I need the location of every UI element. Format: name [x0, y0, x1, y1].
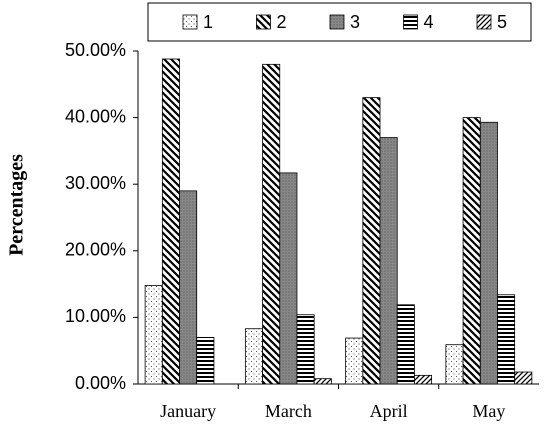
bar	[161, 58, 180, 385]
bar	[179, 190, 198, 385]
bar	[244, 328, 263, 385]
legend-label: 1	[203, 12, 213, 32]
legend-swatch	[403, 14, 418, 30]
legend-label: 4	[424, 12, 434, 32]
y-axis-label: Percentages	[6, 154, 28, 256]
bar	[414, 374, 433, 385]
legend-swatch	[329, 14, 345, 30]
y-tick-label: 20.00%	[65, 240, 126, 260]
legend-label: 2	[277, 12, 287, 32]
bar	[445, 344, 464, 385]
bar	[462, 117, 481, 385]
bar	[345, 337, 364, 385]
y-tick-label: 10.00%	[65, 306, 126, 326]
bar	[296, 314, 315, 385]
legend-label: 3	[350, 12, 360, 32]
bar	[262, 63, 281, 385]
bar	[196, 336, 215, 385]
legend-label: 5	[497, 12, 507, 32]
y-tick-label: 0.00%	[75, 373, 126, 393]
legend-swatch	[476, 14, 492, 30]
bar	[379, 137, 398, 385]
bar	[497, 294, 516, 385]
bar	[396, 304, 415, 385]
x-tick-label: January	[160, 401, 216, 421]
bar	[362, 97, 381, 385]
bar	[514, 371, 533, 385]
y-tick-label: 30.00%	[65, 173, 126, 193]
bar	[144, 285, 163, 385]
x-tick-label: March	[265, 401, 312, 421]
legend-swatch	[256, 14, 271, 30]
x-tick-label: April	[370, 401, 408, 421]
y-tick-label: 40.00%	[65, 106, 126, 126]
bar	[313, 378, 332, 385]
bar	[279, 172, 298, 385]
bar	[479, 121, 498, 385]
y-tick-label: 50.00%	[65, 40, 126, 60]
x-tick-label: May	[472, 401, 505, 421]
legend-swatch	[182, 14, 198, 30]
